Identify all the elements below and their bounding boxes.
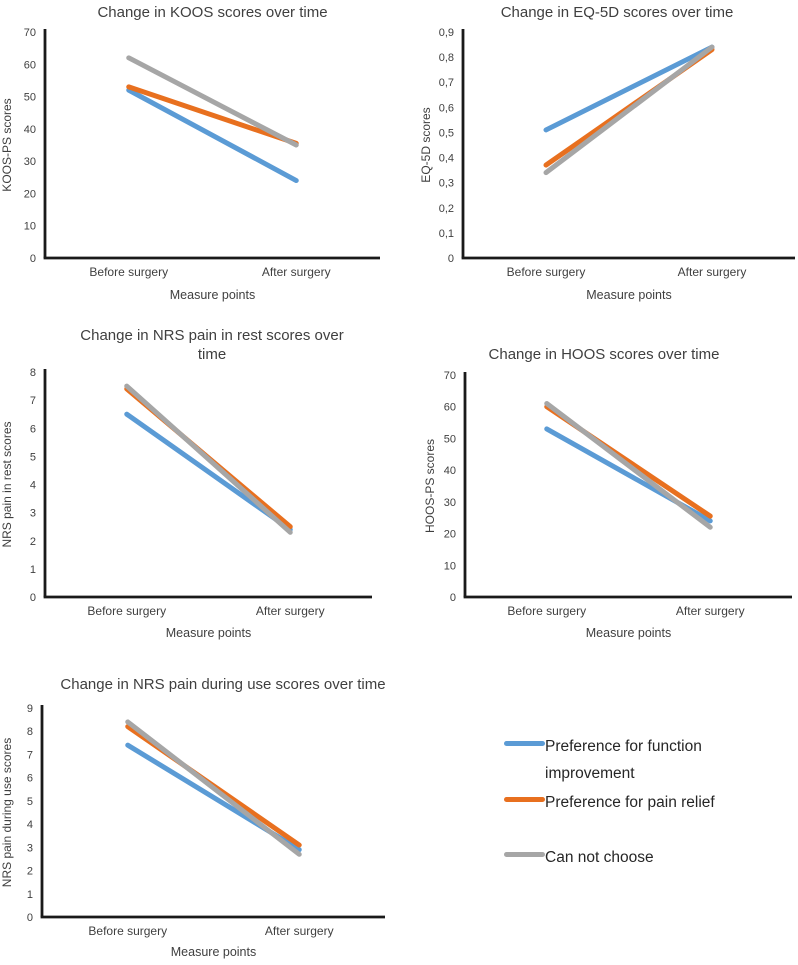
chart-title-nrs-rest: Change in NRS pain in rest scores over t…	[80, 327, 344, 363]
y-tick-label: 60	[24, 59, 36, 71]
y-tick-label: 50	[444, 433, 456, 445]
chart-title-nrs-use: Change in NRS pain during use scores ove…	[60, 676, 386, 693]
y-tick-label: 8	[30, 367, 36, 379]
y-tick-label: 30	[444, 497, 456, 509]
y-tick-label: 10	[444, 560, 456, 572]
y-tick-label: 4	[30, 480, 36, 492]
chart-title-hoos: Change in HOOS scores over time	[488, 346, 720, 363]
y-tick-label: 5	[27, 796, 33, 808]
chart-koos: Change in KOOS scores over time KOOS-PS …	[0, 0, 399, 315]
x-axis-title-nrs-rest: Measure points	[165, 626, 252, 640]
y-tick-label: 0,3	[439, 178, 454, 190]
category-label: Before surgery	[87, 604, 166, 618]
category-label: After surgery	[678, 265, 747, 279]
plot-area-nrs-rest: 0 1 2 3 4 5 6 7 8 Before surgery After surgery	[30, 367, 372, 618]
y-tick-label: 0,1	[439, 228, 454, 240]
series-line	[543, 44, 715, 133]
y-tick-label: 3	[27, 842, 33, 854]
y-tick-label: 10	[24, 221, 36, 233]
y-tick-label: 20	[444, 529, 456, 541]
legend-line-swatch-gray	[504, 852, 545, 857]
series-line	[543, 44, 715, 176]
plot-area-nrs-use: 0 1 2 3 4 5 6 7 8 9 Before surgery After surgery	[27, 703, 385, 938]
y-tick-label: 0	[450, 592, 456, 604]
plot-area-hoos: 0 10 20 30 40 50 60 70 Before surgery After surge…	[444, 370, 792, 618]
chart-hoos: Change in HOOS scores over time HOOS-PS …	[399, 320, 798, 655]
y-tick-label: 4	[27, 819, 33, 831]
y-tick-label: 8	[27, 726, 33, 738]
y-tick-label: 0,5	[439, 127, 454, 139]
category-label: Before surgery	[507, 604, 586, 618]
plot-area-eq5d: 0 0,1 0,2 0,3 0,4 0,5 0,6 0,7 0,8 0,9 Before surge…	[439, 27, 795, 279]
x-axis-title-hoos: Measure points	[585, 626, 672, 640]
y-tick-label: 30	[24, 156, 36, 168]
y-tick-label: 40	[444, 465, 456, 477]
y-tick-label: 0	[30, 592, 36, 604]
series-line	[125, 719, 302, 857]
chart-nrs-use: Change in NRS pain during use scores ove…	[0, 655, 446, 965]
series-line	[124, 383, 293, 535]
y-tick-label: 7	[27, 749, 33, 761]
y-tick-label: 2	[27, 866, 33, 878]
category-label: After surgery	[265, 924, 334, 938]
y-tick-label: 40	[24, 124, 36, 136]
category-label: After surgery	[256, 604, 325, 618]
y-tick-label: 0,4	[439, 153, 454, 165]
series-line	[126, 84, 299, 146]
y-tick-label: 0,8	[439, 52, 454, 64]
chart-title-eq5d: Change in EQ-5D scores over time	[500, 4, 734, 21]
y-tick-label: 60	[444, 402, 456, 414]
y-tick-label: 0	[448, 253, 454, 265]
legend-line-swatch-blue	[504, 741, 545, 746]
series-line	[126, 55, 299, 148]
series-line	[544, 401, 713, 530]
y-tick-label: 1	[30, 564, 36, 576]
y-tick-label: 9	[27, 703, 33, 715]
x-axis-title-nrs-use: Measure points	[170, 945, 257, 959]
legend-label: Can not choose	[545, 849, 654, 866]
y-tick-label: 0	[27, 912, 33, 924]
y-tick-label: 0,9	[439, 27, 454, 39]
plot-area-koos: 0 10 20 30 40 50 60 70 Before surgery After surge…	[24, 27, 380, 279]
y-tick-label: 3	[30, 508, 36, 520]
legend-item-can-not-choose: Can not choose	[504, 844, 654, 871]
y-tick-label: 0,2	[439, 203, 454, 215]
x-axis-title-koos: Measure points	[169, 288, 256, 302]
chart-legend: Preference for function improvement Pref…	[480, 655, 798, 965]
y-tick-label: 0	[30, 253, 36, 265]
chart-eq5d: Change in EQ-5D scores over time EQ-5D s…	[399, 0, 798, 315]
chart-nrs-rest: Change in NRS pain in rest scores over t…	[0, 320, 399, 655]
y-tick-label: 1	[27, 889, 33, 901]
series-line	[126, 87, 299, 184]
y-tick-label: 0,7	[439, 77, 454, 89]
y-tick-label: 70	[24, 27, 36, 39]
chart-title-koos: Change in KOOS scores over time	[97, 4, 328, 21]
y-tick-label: 6	[27, 773, 33, 785]
y-tick-label: 2	[30, 536, 36, 548]
category-label: Before surgery	[507, 265, 586, 279]
legend-item-function-improvement: Preference for function improvement	[504, 733, 733, 787]
y-tick-label: 5	[30, 451, 36, 463]
y-tick-label: 0,6	[439, 102, 454, 114]
legend-label: Preference for function improvement	[545, 738, 702, 782]
y-tick-label: 70	[444, 370, 456, 382]
y-tick-label: 6	[30, 423, 36, 435]
y-tick-label: 20	[24, 188, 36, 200]
category-label: Before surgery	[88, 924, 167, 938]
category-label: After surgery	[262, 265, 331, 279]
legend-line-swatch-orange	[504, 797, 545, 802]
category-label: After surgery	[676, 604, 745, 618]
y-tick-label: 50	[24, 92, 36, 104]
legend-item-pain-relief: Preference for pain relief	[504, 789, 715, 816]
legend-label: Preference for pain relief	[545, 794, 715, 811]
category-label: Before surgery	[89, 265, 168, 279]
x-axis-title-eq5d: Measure points	[586, 288, 672, 302]
y-tick-label: 7	[30, 395, 36, 407]
